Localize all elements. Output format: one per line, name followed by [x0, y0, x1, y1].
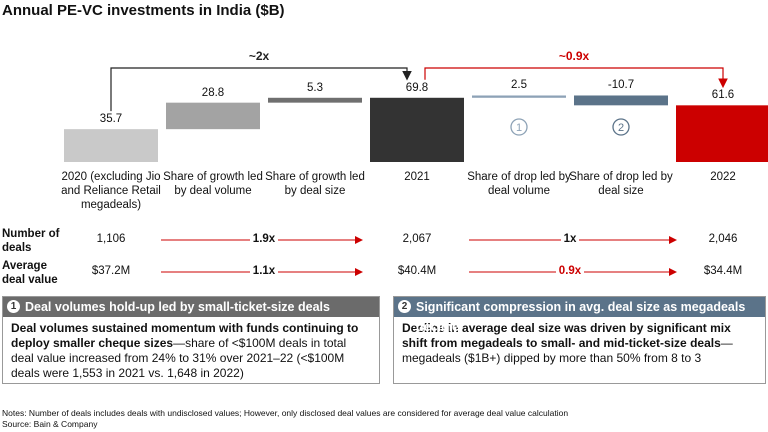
marker-circle	[612, 118, 630, 136]
category-label: Share of growth led by deal size	[265, 171, 365, 197]
ratio-label: 1.1x	[249, 265, 279, 277]
value-label: 35.7	[99, 113, 123, 126]
panel-number: 2	[398, 300, 411, 313]
panel: Significant compression in avg. deal siz…	[393, 296, 766, 384]
panel-text: —megadeals ($1B+) dipped by more than 50…	[402, 336, 733, 365]
bar	[64, 129, 158, 162]
value-label: 61.6	[711, 89, 735, 102]
panel-title: Deal volumes hold-up led by small-ticket…	[25, 300, 330, 314]
row-label: Average deal value	[2, 260, 58, 286]
marker-circle	[510, 118, 528, 136]
marker-label: 1	[516, 122, 522, 134]
table-cell: 1x	[525, 233, 615, 245]
category-label: 2022	[710, 171, 736, 183]
table-cell: 2,067	[402, 233, 432, 245]
value-label: 69.8	[405, 81, 429, 94]
category-label: Share of drop led by deal volume	[467, 171, 571, 197]
bar	[370, 97, 464, 162]
value-label: 5.3	[307, 81, 323, 94]
table-cell: $37.2M	[91, 265, 131, 277]
table-cell: 1,106	[96, 233, 126, 245]
value-label: -10.7	[607, 79, 635, 92]
panel-bold: Decline in average deal size was driven …	[402, 321, 731, 350]
note: Notes: Number of deals includes deals wi…	[2, 408, 569, 418]
category-label: 2021	[404, 171, 430, 183]
table-cell: $34.4M	[703, 265, 743, 277]
panel-body: Deal volumes sustained momentum with fun…	[3, 317, 379, 385]
category-label: Share of drop led by deal size	[569, 171, 673, 197]
annotation-arrow	[110, 67, 412, 112]
annotation-arrow	[424, 67, 728, 89]
ratio-label: 0.9x	[555, 265, 585, 277]
panel-title: Significant compression in avg. deal siz…	[416, 300, 746, 334]
chart-title: Annual PE-VC investments in India ($B)	[2, 2, 285, 19]
table-cell: 1.9x	[219, 233, 309, 245]
value-label: 28.8	[201, 86, 225, 99]
panel-text: —share of <$100M deals in total deal val…	[11, 336, 347, 380]
table-cell: 1.1x	[219, 265, 309, 277]
panel-bold: Deal volumes sustained momentum with fun…	[11, 321, 359, 350]
marker-label: 2	[618, 122, 624, 134]
note: Source: Bain & Company	[2, 419, 98, 429]
row-label: Number of deals	[2, 228, 60, 254]
ratio-label: 1x	[560, 233, 580, 245]
panel-body: Decline in average deal size was driven …	[394, 317, 765, 370]
annotation-label: ~0.9x	[559, 49, 590, 63]
table-cell: 0.9x	[525, 265, 615, 277]
bar	[574, 95, 668, 106]
panel: Deal volumes hold-up led by small-ticket…	[2, 296, 380, 384]
panel-header: Significant compression in avg. deal siz…	[394, 297, 765, 334]
value-label: 2.5	[511, 79, 527, 92]
bar	[166, 102, 260, 130]
bar	[472, 95, 566, 98]
annotation-label: ~2x	[249, 49, 270, 63]
category-label: Share of growth led by deal volume	[163, 171, 263, 197]
panel-number: 1	[7, 300, 20, 313]
bar	[268, 97, 362, 103]
table-cell: $40.4M	[397, 265, 437, 277]
category-label: 2020 (excluding Jio and Reliance Retail …	[61, 171, 161, 211]
ratio-label: 1.9x	[249, 233, 279, 245]
table-cell: 2,046	[708, 233, 738, 245]
bar	[676, 105, 768, 162]
panel-header: Deal volumes hold-up led by small-ticket…	[3, 297, 379, 317]
